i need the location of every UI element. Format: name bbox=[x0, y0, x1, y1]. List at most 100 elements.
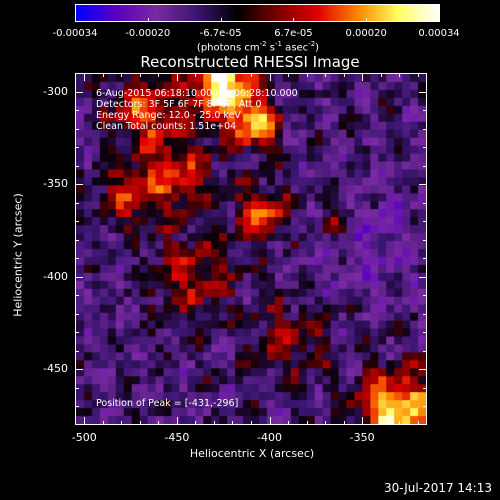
x-axis-minor-tick bbox=[288, 73, 290, 77]
y-tick-label: -300 bbox=[43, 84, 68, 98]
x-axis-minor-tick bbox=[102, 73, 104, 77]
y-axis-minor-tick bbox=[423, 239, 427, 241]
x-axis-minor-tick bbox=[121, 73, 123, 77]
y-axis-minor-tick bbox=[75, 258, 79, 260]
x-axis-minor-tick bbox=[399, 73, 401, 77]
x-axis-minor-tick bbox=[102, 421, 104, 425]
x-axis-tick bbox=[269, 73, 271, 81]
colorbar-tick bbox=[293, 18, 295, 22]
colorbar-tick-label: -0.00034 bbox=[52, 28, 98, 39]
x-tick-label: -350 bbox=[349, 431, 375, 444]
colorbar-tick-label: 6.7e-05 bbox=[274, 28, 313, 39]
colorbar bbox=[75, 4, 440, 22]
y-axis-minor-tick bbox=[423, 313, 427, 315]
overlay-energy-range: Energy Range: 12.0 - 25.0 keV bbox=[96, 110, 241, 121]
x-axis-minor-tick bbox=[139, 73, 141, 77]
x-axis-minor-tick bbox=[121, 421, 123, 425]
overlay-clean-counts: Clean Total counts: 1.51e+04 bbox=[96, 121, 237, 132]
y-axis-tick bbox=[419, 369, 427, 371]
x-axis-tick bbox=[269, 417, 271, 425]
unit-part: s bbox=[266, 42, 276, 54]
colorbar-tick bbox=[366, 18, 368, 22]
y-axis-minor-tick bbox=[423, 110, 427, 112]
y-axis-minor-tick bbox=[423, 406, 427, 408]
colorbar-tick-label: 0.00020 bbox=[345, 28, 387, 39]
x-tick-label: -400 bbox=[257, 431, 282, 444]
x-axis-minor-tick bbox=[232, 73, 234, 77]
y-axis-minor-tick bbox=[75, 147, 79, 149]
y-axis-tick bbox=[419, 91, 427, 93]
x-axis-minor-tick bbox=[251, 421, 252, 425]
x-axis-minor-tick bbox=[325, 421, 327, 425]
overlay-detectors: Detectors: 3F 5F 6F 7F 8F 9F, Att 0 bbox=[96, 99, 262, 110]
x-axis-minor-tick bbox=[158, 421, 160, 425]
y-axis-minor-tick bbox=[75, 332, 79, 334]
y-axis-minor-tick bbox=[423, 202, 427, 204]
x-axis-minor-tick bbox=[306, 421, 308, 425]
y-axis-tick bbox=[75, 369, 83, 371]
y-tick-label: -350 bbox=[43, 177, 68, 191]
plot-title: Reconstructed RHESSI Image bbox=[140, 53, 360, 71]
y-tick-label: -400 bbox=[43, 269, 68, 283]
y-axis-minor-tick bbox=[423, 165, 427, 167]
y-axis-minor-tick bbox=[75, 313, 79, 315]
y-axis-minor-tick bbox=[75, 165, 79, 167]
colorbar-tick-label: -0.00020 bbox=[125, 28, 171, 39]
x-axis-minor-tick bbox=[213, 73, 215, 77]
overlay-time-range: 6-Aug-2015 06:18:10.000 to 06:28:10.000 bbox=[96, 88, 298, 99]
y-axis-minor-tick bbox=[75, 202, 79, 204]
x-axis-label: Heliocentric X (arcsec) bbox=[189, 447, 315, 460]
x-axis-minor-tick bbox=[251, 73, 252, 77]
y-axis-minor-tick bbox=[75, 350, 79, 352]
y-axis-minor-tick bbox=[423, 387, 427, 389]
y-axis-minor-tick bbox=[423, 221, 427, 223]
x-axis-minor-tick bbox=[417, 73, 419, 77]
x-axis-minor-tick bbox=[213, 421, 215, 425]
x-axis-minor-tick bbox=[195, 421, 197, 425]
unit-exponent: -2 bbox=[308, 40, 316, 48]
x-axis-tick bbox=[84, 73, 86, 81]
y-axis-tick bbox=[75, 91, 83, 93]
x-axis-minor-tick bbox=[343, 73, 345, 77]
plot-area: 6-Aug-2015 06:18:10.000 to 06:28:10.000 … bbox=[75, 73, 427, 425]
x-axis-minor-tick bbox=[139, 421, 141, 425]
y-axis-minor-tick bbox=[75, 73, 79, 74]
x-axis-minor-tick bbox=[288, 421, 290, 425]
x-axis-tick bbox=[362, 73, 364, 81]
y-axis-minor-tick bbox=[75, 239, 79, 241]
y-axis-minor-tick bbox=[423, 332, 427, 334]
y-axis-minor-tick bbox=[423, 128, 427, 130]
unit-exponent: -2 bbox=[259, 40, 267, 48]
x-axis-tick bbox=[84, 417, 86, 425]
unit-part: (photons cm bbox=[196, 42, 260, 54]
x-axis-tick bbox=[362, 417, 364, 425]
x-axis-minor-tick bbox=[195, 73, 197, 77]
x-axis-minor-tick bbox=[306, 73, 308, 77]
colorbar-tick-label: 0.00034 bbox=[418, 28, 460, 39]
y-axis-minor-tick bbox=[75, 387, 79, 389]
y-axis-tick bbox=[419, 276, 427, 278]
x-axis-minor-tick bbox=[380, 421, 382, 425]
y-axis-minor-tick bbox=[75, 295, 79, 297]
heatmap-image bbox=[76, 74, 426, 424]
y-axis-minor-tick bbox=[75, 110, 79, 112]
x-axis-minor-tick bbox=[158, 73, 160, 77]
y-axis-tick bbox=[75, 276, 83, 278]
overlay-peak-position: Position of Peak = [-431,-296] bbox=[96, 398, 239, 409]
unit-exponent: -1 bbox=[275, 40, 283, 48]
colorbar-tick bbox=[147, 18, 149, 22]
y-tick-label: -450 bbox=[43, 362, 68, 376]
colorbar-tick-label: -6.7e-05 bbox=[199, 28, 242, 39]
x-axis-minor-tick bbox=[380, 73, 382, 77]
y-axis-minor-tick bbox=[75, 221, 79, 223]
timestamp: 30-Jul-2017 14:13 bbox=[383, 481, 492, 495]
y-axis-minor-tick bbox=[75, 128, 79, 130]
x-tick-label: -500 bbox=[71, 431, 97, 444]
y-axis-minor-tick bbox=[423, 73, 427, 74]
y-axis-minor-tick bbox=[423, 350, 427, 352]
x-axis-minor-tick bbox=[232, 421, 234, 425]
colorbar-tick bbox=[439, 18, 440, 22]
x-axis-minor-tick bbox=[325, 73, 327, 77]
colorbar-tick bbox=[220, 18, 222, 22]
x-axis-tick bbox=[176, 73, 178, 81]
